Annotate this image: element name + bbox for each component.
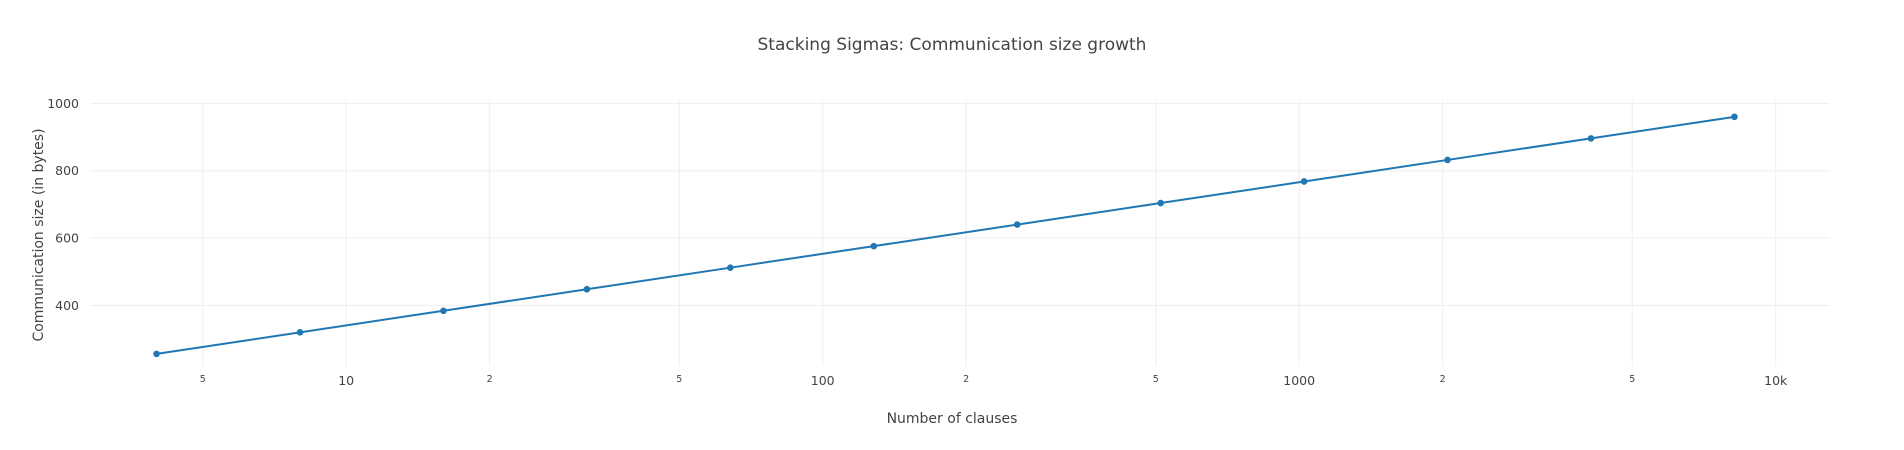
- y-tick-label: 400: [55, 298, 79, 313]
- y-tick-label: 1000: [47, 96, 79, 111]
- x-minor-tick-label: 2: [487, 374, 493, 385]
- x-minor-tick-label: 5: [1153, 374, 1159, 385]
- series-line: [156, 115, 1735, 355]
- x-minor-tick-label: 5: [200, 374, 206, 385]
- data-point: [1587, 135, 1595, 142]
- x-axis-title: Number of clauses: [887, 411, 1018, 427]
- data-markers: [153, 113, 1738, 358]
- data-point: [440, 307, 447, 315]
- x-tick-label: 1000: [1283, 373, 1315, 388]
- grid-layer: [90, 100, 1830, 366]
- data-point: [1444, 156, 1451, 164]
- data-point: [153, 350, 160, 358]
- data-point: [1300, 178, 1308, 185]
- x-minor-tick-label: 2: [963, 374, 969, 385]
- chart-title: Stacking Sigmas: Communication size grow…: [758, 35, 1147, 55]
- x-tick-label: 100: [811, 373, 835, 388]
- data-point: [583, 285, 591, 293]
- data-point: [1157, 199, 1164, 207]
- data-point: [870, 242, 878, 250]
- data-point: [727, 264, 734, 271]
- x-tick-label: 10: [338, 373, 354, 388]
- x-minor-tick-label: 5: [676, 374, 682, 385]
- data-point: [296, 329, 304, 336]
- x-minor-tick-label: 5: [1629, 374, 1635, 385]
- y-tick-label: 600: [55, 231, 79, 246]
- x-tick-label: 10k: [1764, 373, 1788, 388]
- x-minor-tick-label: 2: [1440, 374, 1446, 385]
- y-axis-title: Communication size (in bytes): [31, 128, 47, 341]
- y-tick-label: 800: [55, 163, 79, 178]
- y-axis-ticks: 400 600 800 1000: [47, 96, 79, 313]
- x-axis-ticks: 10 100 1000 10k 5 2 5 2 5 2 5: [200, 373, 1788, 388]
- data-point: [1013, 221, 1021, 228]
- data-point: [1731, 113, 1738, 121]
